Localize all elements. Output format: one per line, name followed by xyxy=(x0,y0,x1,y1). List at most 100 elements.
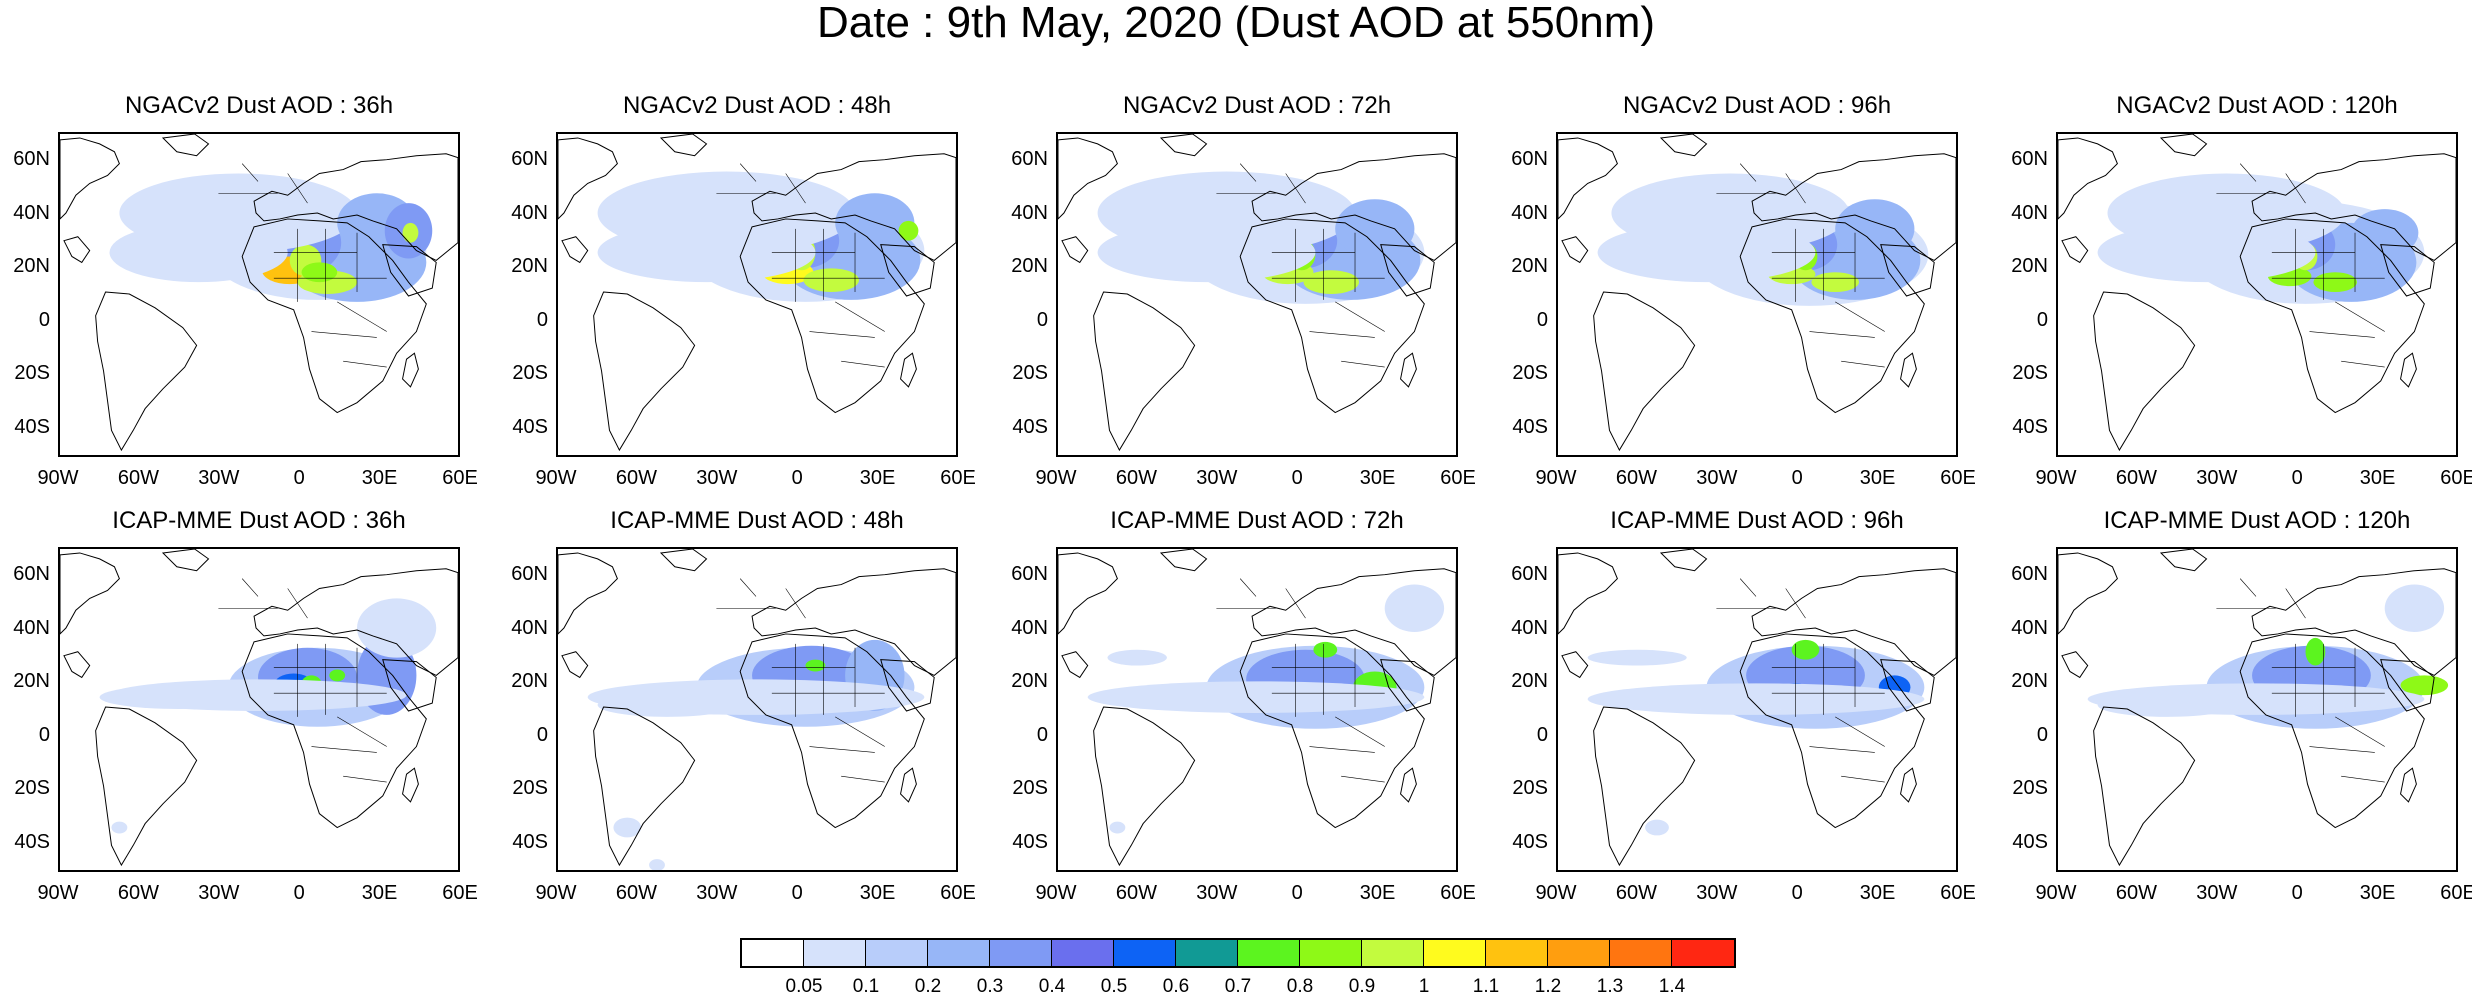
coastline xyxy=(2400,767,2417,803)
lat-tick-label: 20N xyxy=(1511,670,1548,692)
lat-tick-label: 20N xyxy=(1011,255,1048,277)
lon-tick-label: 60W xyxy=(1615,882,1657,904)
coastline xyxy=(63,236,91,264)
country-border xyxy=(337,716,387,747)
lat-tick-label: 0 xyxy=(536,723,548,746)
dust-plume xyxy=(1811,272,1859,293)
dust-plume xyxy=(649,859,665,870)
lon-tick-label: 0 xyxy=(791,882,803,904)
colorbar-swatch xyxy=(1672,940,1734,966)
lat-tick-label: 20N xyxy=(2011,670,2048,692)
panel-title: ICAP-MME Dust AOD : 48h xyxy=(610,507,904,534)
dust-plume xyxy=(357,598,437,658)
coastline xyxy=(1093,291,1196,452)
dust-aod-map xyxy=(58,132,460,457)
lat-tick-label: 40N xyxy=(13,201,50,224)
lon-tick-label: 60E xyxy=(1440,882,1476,904)
lat-tick-label: 0 xyxy=(1036,308,1048,331)
dust-plume xyxy=(99,685,259,710)
coastline xyxy=(1058,552,1118,635)
lon-tick-label: 0 xyxy=(791,467,803,489)
dust-plume xyxy=(2097,222,2316,283)
country-border xyxy=(1835,716,1885,747)
colorbar-swatch xyxy=(1362,940,1424,966)
country-border xyxy=(1809,746,1875,753)
dust-plume xyxy=(835,193,915,253)
lon-tick-label: 60W xyxy=(2115,882,2157,904)
country-border xyxy=(1239,578,1257,597)
lon-tick-label: 30W xyxy=(198,882,240,904)
coastline xyxy=(1558,137,1618,220)
lon-tick-label: 60W xyxy=(1115,882,1157,904)
lon-tick-label: 90W xyxy=(535,882,577,904)
colorbar-swatch xyxy=(990,940,1052,966)
coastline xyxy=(1058,137,1118,220)
country-border xyxy=(835,301,885,332)
lat-tick-label: 40S xyxy=(14,830,50,853)
colorbar-swatch xyxy=(742,940,804,966)
dust-plume xyxy=(402,222,419,243)
coastline xyxy=(1239,633,1425,829)
dust-plume xyxy=(1109,821,1126,834)
coastline xyxy=(1159,549,1208,572)
country-border xyxy=(1309,746,1375,753)
lon-tick-label: 60E xyxy=(442,882,478,904)
lat-tick-label: 60N xyxy=(2011,563,2048,585)
lon-tick-label: 30E xyxy=(1859,882,1896,904)
panel-title: ICAP-MME Dust AOD : 36h xyxy=(112,507,406,534)
lat-tick-label: 20S xyxy=(1512,362,1548,384)
country-border xyxy=(1335,301,1385,332)
lon-tick-label: 60W xyxy=(2115,467,2157,489)
coastline xyxy=(2239,218,2425,414)
coastline xyxy=(382,659,437,712)
lon-tick-label: 30W xyxy=(2196,882,2238,904)
coastline xyxy=(382,244,437,297)
dust-plume xyxy=(803,268,859,293)
coastline xyxy=(2251,153,2456,262)
dust-plume xyxy=(1313,641,1338,658)
coastline xyxy=(900,767,917,803)
lon-tick-label: 90W xyxy=(535,467,577,489)
coastline xyxy=(253,153,458,262)
dust-aod-map xyxy=(1556,132,1958,457)
colorbar-tick-label: 0.7 xyxy=(1224,976,1252,997)
coastline xyxy=(1880,659,1935,712)
lat-tick-label: 40N xyxy=(1511,201,1548,224)
country-border xyxy=(2285,588,2306,619)
colorbar-swatch xyxy=(1300,940,1362,966)
lon-tick-label: 60E xyxy=(940,467,976,489)
lat-tick-label: 60N xyxy=(1011,148,1048,170)
dust-plume xyxy=(1303,270,1359,295)
country-border xyxy=(809,746,875,753)
coastline xyxy=(659,549,708,572)
lon-tick-label: 30E xyxy=(859,882,896,904)
country-border xyxy=(343,775,387,783)
lon-tick-label: 30E xyxy=(2359,882,2396,904)
lon-tick-label: 0 xyxy=(293,882,305,904)
colorbar-tick-label: 0.05 xyxy=(785,976,823,997)
lat-tick-label: 0 xyxy=(38,308,50,331)
lon-tick-label: 60W xyxy=(1115,467,1157,489)
lat-tick-label: 0 xyxy=(1536,308,1548,331)
country-border xyxy=(809,331,875,338)
dust-plume xyxy=(1335,199,1415,259)
lon-tick-label: 60E xyxy=(442,467,478,489)
coastline xyxy=(95,706,198,867)
lon-tick-label: 0 xyxy=(1291,882,1303,904)
country-border xyxy=(337,301,387,332)
lat-tick-label: 0 xyxy=(38,723,50,746)
panel-title: ICAP-MME Dust AOD : 96h xyxy=(1610,507,1904,534)
dust-plume xyxy=(1087,681,1425,713)
lat-tick-label: 60N xyxy=(511,148,548,170)
country-border xyxy=(241,578,259,597)
lat-tick-label: 60N xyxy=(13,563,50,585)
lon-tick-label: 0 xyxy=(1791,467,1803,489)
colorbar-swatch xyxy=(1610,940,1672,966)
coastline xyxy=(739,633,925,829)
lon-tick-label: 30W xyxy=(198,467,240,489)
dust-plume xyxy=(805,659,826,672)
lon-tick-label: 30E xyxy=(859,467,896,489)
country-border xyxy=(1239,163,1257,182)
lon-tick-label: 90W xyxy=(37,467,79,489)
dust-plume xyxy=(597,693,737,717)
